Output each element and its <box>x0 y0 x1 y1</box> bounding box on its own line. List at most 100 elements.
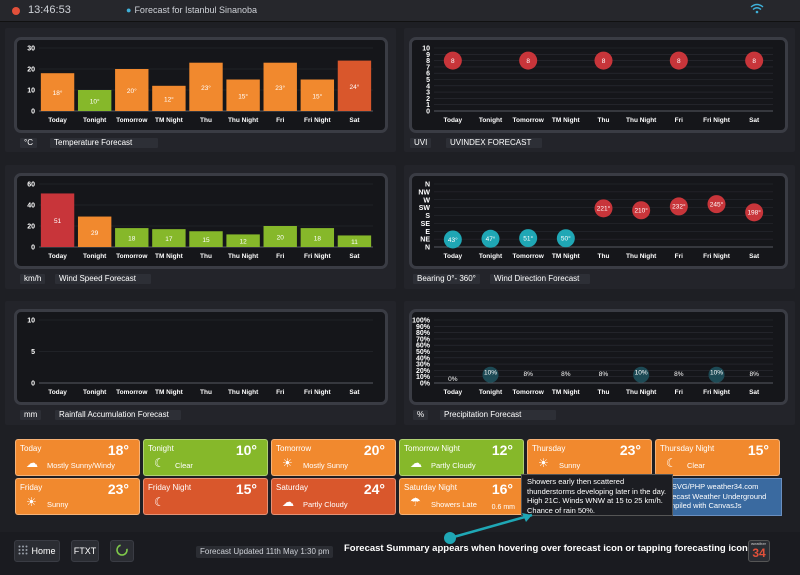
summary-note: Forecast Summary appears when hovering o… <box>344 543 748 554</box>
forecast-card-thursday-night[interactable]: Thursday Night ☾ 15° Clear <box>655 439 780 476</box>
ftxt-button[interactable]: FTXT <box>71 540 99 562</box>
y-tick-label: S <box>425 213 430 220</box>
weather34-logo[interactable]: weather 34 <box>748 540 770 562</box>
uvi-caption: UVINDEX FORECAST <box>446 138 542 148</box>
home-button[interactable]: Home <box>14 540 60 562</box>
x-tick-label: Thu <box>598 389 610 396</box>
bar-value-label: 11 <box>351 239 358 246</box>
point-label: 8% <box>523 371 533 378</box>
bar-value-label: 51 <box>54 218 62 225</box>
wind-chart: 0 20 40 60 Today 51 Tonight 29 Tomorrow 18 TM Nigh… <box>14 173 388 269</box>
bar <box>115 69 149 111</box>
bar-value-label: 15° <box>238 92 248 100</box>
wind-unit: km/h <box>20 274 46 284</box>
y-tick-label: NW <box>418 189 430 196</box>
card-temp: 20° <box>363 442 385 458</box>
x-tick-label: Fri <box>276 117 285 124</box>
bar-value-label: 20 <box>277 235 285 242</box>
point-label: 10% <box>484 370 497 377</box>
direction-unit: Bearing 0°- 360° <box>413 274 480 284</box>
bar <box>263 226 297 247</box>
precip-panel: 0% 10% 20% 30% 40% 50% 60% 70% 80% 90% 100% Today 0%… <box>404 301 795 425</box>
bar <box>300 79 335 111</box>
forecast-card-saturday[interactable]: Saturday ☁ 24° Partly Cloudy <box>271 478 396 515</box>
forecast-card-saturday-night[interactable]: Saturday Night ☂ 16° Showers Late 0.6 mm <box>399 478 524 515</box>
cloud-sun-icon[interactable]: ☁ <box>282 495 294 509</box>
card-name: Friday <box>20 483 43 492</box>
temperature-chart: 0 10 20 30 Today 18° Tonight 10° Tomorrow 20° TM N… <box>14 37 388 133</box>
direction-panel: N NE E SE S SW W NW N Today 43° Tonight 47° Tomorrow 5… <box>404 165 795 289</box>
y-tick-label: 8 <box>426 58 430 65</box>
location-title: ● Forecast for Istanbul Sinanoba <box>126 5 257 15</box>
precip-point <box>482 366 499 383</box>
forecast-card-tomorrow[interactable]: Tomorrow ☀ 20° Mostly Sunny <box>271 439 396 476</box>
direction-caption: Wind Direction Forecast <box>490 274 590 284</box>
moon-icon[interactable]: ☾ <box>154 456 165 470</box>
x-tick-label: TM Night <box>552 117 581 124</box>
x-tick-label: Tomorrow <box>116 253 148 260</box>
wind-panel: 0 20 40 60 Today 51 Tonight 29 Tomorrow 18 TM Nigh… <box>5 165 396 289</box>
y-tick-label: N <box>425 245 430 252</box>
y-tick-label: 0 <box>426 109 430 116</box>
forecast-card-friday[interactable]: Friday ☀ 23° Sunny <box>15 478 140 515</box>
temperature-caption: Temperature Forecast <box>50 138 158 148</box>
card-desc: Partly Cloudy <box>303 500 348 509</box>
forecast-card-friday-night[interactable]: Friday Night ☾ 15° <box>143 478 268 515</box>
forecast-card-thursday[interactable]: Thursday ☀ 23° Sunny <box>527 439 652 476</box>
point-label: 50° <box>561 235 571 243</box>
x-tick-label: Fri <box>276 389 285 396</box>
x-tick-label: Tomorrow <box>116 389 148 396</box>
credit-line-1: JS/SVG/PHP weather34.com <box>661 482 759 491</box>
card-rain-amount: 0.6 mm <box>491 504 515 511</box>
y-tick-label: 7 <box>426 64 430 71</box>
sun-icon[interactable]: ☀ <box>26 495 37 509</box>
bar-value-label: 29 <box>91 230 99 237</box>
forecast-card-tomorrow-night[interactable]: Tomorrow Night ☁ 12° Partly Cloudy <box>399 439 524 476</box>
x-tick-label: Thu Night <box>228 117 259 124</box>
forecast-card-today[interactable]: Today ☁ 18° Mostly Sunny/Windy <box>15 439 140 476</box>
x-tick-label: Tomorrow <box>116 117 148 124</box>
forecast-card-tonight[interactable]: Tonight ☾ 10° Clear <box>143 439 268 476</box>
bar-value-label: 20° <box>127 87 137 95</box>
sun-icon[interactable]: ☀ <box>282 456 293 470</box>
y-tick-label: 4 <box>426 83 430 90</box>
cloud-moon-icon[interactable]: ☁ <box>410 456 422 470</box>
close-dot[interactable] <box>12 7 20 15</box>
y-tick-label: SW <box>419 205 431 212</box>
bar-value-label: 15° <box>312 92 322 100</box>
direction-point <box>443 230 462 249</box>
point-label: 8 <box>526 58 530 65</box>
card-temp: 16° <box>491 481 513 497</box>
rain-cloud-icon[interactable]: ☂ <box>410 495 421 509</box>
moon-icon[interactable]: ☾ <box>666 456 677 470</box>
direction-point <box>745 203 764 222</box>
moon-icon[interactable]: ☾ <box>154 495 165 509</box>
x-tick-label: Tomorrow <box>513 117 545 124</box>
y-tick-label: 10 <box>27 88 35 95</box>
refresh-button[interactable] <box>110 540 134 562</box>
rain-unit: mm <box>20 410 42 420</box>
x-tick-label: Sat <box>749 117 760 124</box>
sun-icon[interactable]: ☀ <box>538 456 549 470</box>
bar <box>189 62 223 111</box>
y-tick-label: 6 <box>426 71 430 78</box>
windy-sun-icon[interactable]: ☁ <box>26 456 38 470</box>
point-label: 221° <box>597 205 611 213</box>
x-tick-label: Today <box>443 253 462 260</box>
x-tick-label: Fri <box>675 117 684 124</box>
credit-line-3: compiled with CanvasJs <box>661 501 742 510</box>
x-tick-label: Sat <box>349 117 360 124</box>
x-tick-label: Thu <box>598 117 610 124</box>
y-tick-label: 70% <box>416 336 431 343</box>
x-tick-label: Tonight <box>83 253 107 260</box>
card-name: Tonight <box>148 444 174 453</box>
y-tick-label: 60% <box>416 343 431 350</box>
uvi-panel: 0 1 2 3 4 5 6 7 8 9 10 Today 8 Tonight Tomorrow 8 TM Nig… <box>404 28 795 152</box>
bar <box>226 234 260 247</box>
point-label: 8 <box>752 58 756 65</box>
y-tick-label: E <box>425 229 430 236</box>
updated-text: Forecast Updated 11th May 1:30 pm <box>196 546 334 558</box>
y-tick-label: 9 <box>426 52 430 59</box>
bar-value-label: 12 <box>239 239 247 246</box>
bar-value-label: 23° <box>201 84 211 92</box>
